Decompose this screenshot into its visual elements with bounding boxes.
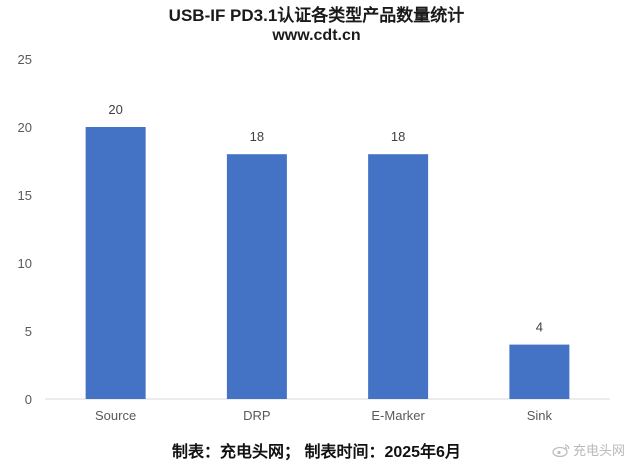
y-tick-label: 20 [18,120,32,135]
data-label: 18 [250,129,264,144]
watermark: 充电头网 [552,440,625,459]
x-tick-label: DRP [243,408,270,423]
x-tick-label: E-Marker [371,408,425,423]
data-label: 4 [536,320,543,335]
x-tick-label: Sink [527,408,553,423]
data-label: 18 [391,129,405,144]
bar-e-marker [368,154,429,399]
bar-source [85,127,146,399]
watermark-text: 充电头网 [572,443,625,458]
y-tick-label: 25 [18,52,32,67]
data-label: 20 [108,102,122,117]
y-tick-label: 15 [18,188,32,203]
y-tick-label: 10 [18,256,32,271]
weibo-icon [552,443,570,457]
chart-title: USB-IF PD3.1认证各类型产品数量统计 [168,6,465,25]
x-tick-label: Source [95,408,136,423]
footer-note: 制表：充电头网； 制表时间：2025年6月 [172,444,461,461]
bar-drp [226,154,287,399]
bar-sink [509,344,570,399]
y-tick-label: 0 [25,392,32,407]
chart-subtitle: www.cdt.cn [272,27,361,44]
chart-title-block: USB-IF PD3.1认证各类型产品数量统计 www.cdt.cn [0,6,633,46]
y-tick-label: 5 [25,324,32,339]
